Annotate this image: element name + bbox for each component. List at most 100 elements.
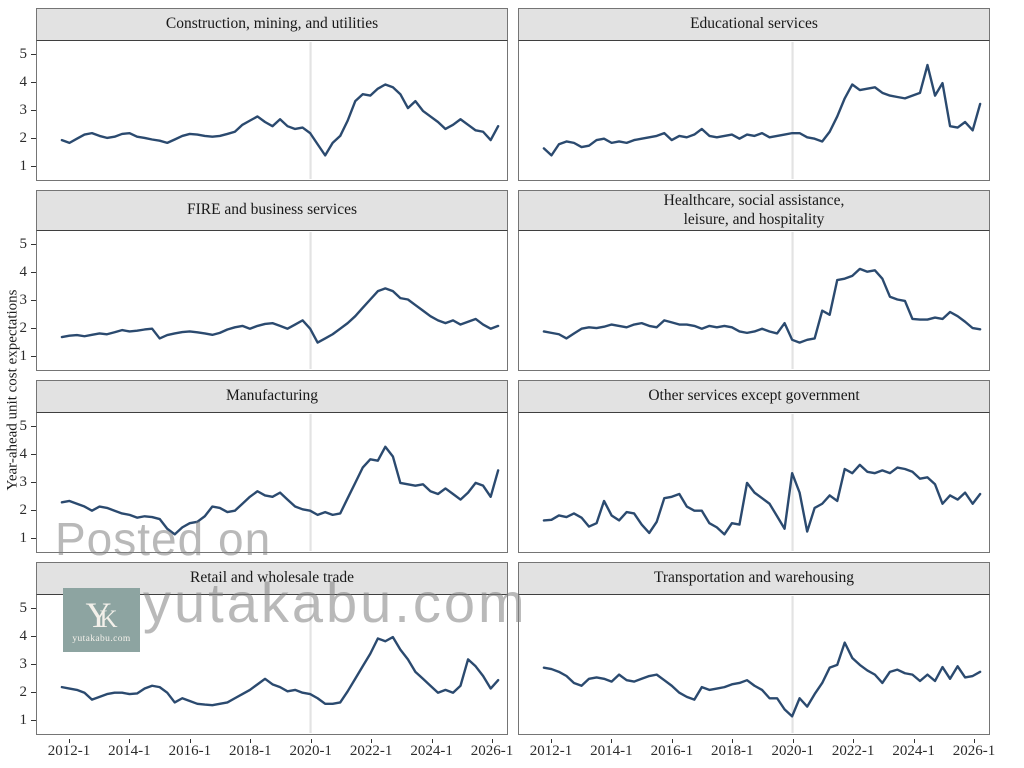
facet-fire-business-services: FIRE and business services xyxy=(36,190,508,371)
x-axis-left: 2012-1 2014-1 2016-1 2018-1 2020-1 2022-1 2024… xyxy=(36,739,513,765)
line-chart xyxy=(60,41,500,180)
y-tick-mark xyxy=(31,426,36,427)
x-tick-mark xyxy=(129,739,131,743)
facet-title: Construction, mining, and utilities xyxy=(165,15,379,33)
facet-plot xyxy=(36,41,508,181)
y-tick-mark xyxy=(31,664,36,665)
y-axis-gutter: 5 4 3 2 1 xyxy=(0,190,36,371)
line-chart xyxy=(60,595,500,734)
y-tick-label: 3 xyxy=(19,102,28,118)
y-tick-label: 4 xyxy=(19,74,28,90)
x-tick-mark xyxy=(671,739,673,743)
logo-caption: yutakabu.com xyxy=(72,633,131,644)
y-tick-label: 5 xyxy=(19,418,28,434)
facet-manufacturing: Manufacturing xyxy=(36,380,508,553)
facet-plot xyxy=(36,413,508,553)
watermark-posted-on: Posted on xyxy=(55,513,272,565)
y-tick-label: 2 xyxy=(19,130,28,146)
y-tick-label: 1 xyxy=(19,348,28,364)
y-tick-mark xyxy=(31,482,36,483)
facet-educational-services: Educational services xyxy=(518,8,990,181)
x-axis-row: 2012-1 2014-1 2016-1 2018-1 2020-1 2022-1 2024… xyxy=(36,739,995,765)
y-tick-label: 2 xyxy=(19,502,28,518)
facet-row-4: 5 4 3 2 1 Retail and wholesale trade Transpo… xyxy=(0,562,990,735)
x-tick-label: 2020-1 xyxy=(771,743,814,759)
facet-strip: FIRE and business services xyxy=(36,190,508,231)
y-tick-mark xyxy=(31,510,36,511)
y-tick-label: 1 xyxy=(19,158,28,174)
data-series-line xyxy=(60,635,500,707)
x-tick-mark xyxy=(250,739,252,743)
y-axis-gutter: 5 4 3 2 1 xyxy=(0,562,36,735)
facet-strip: Retail and wholesale trade xyxy=(36,562,508,595)
y-tick-mark xyxy=(31,328,36,329)
facet-title: Transportation and warehousing xyxy=(653,569,855,587)
x-axis-right: 2012-1 2014-1 2016-1 2018-1 2020-1 2022-1 2024… xyxy=(518,739,995,765)
y-tick-mark xyxy=(31,300,36,301)
y-tick-mark xyxy=(31,138,36,139)
x-tick-mark xyxy=(974,739,975,743)
y-tick-label: 3 xyxy=(19,474,28,490)
x-tick-label: 2024-1 xyxy=(892,743,935,759)
logo-monogram: YK xyxy=(85,594,118,635)
facet-strip: Manufacturing xyxy=(36,380,508,413)
data-series-line xyxy=(542,641,982,718)
x-tick-label: 2018-1 xyxy=(711,743,754,759)
y-tick-mark xyxy=(31,110,36,111)
y-tick-label: 5 xyxy=(19,236,28,252)
facet-title: Other services except government xyxy=(648,387,860,405)
y-tick-label: 1 xyxy=(19,712,28,728)
facet-strip: Educational services xyxy=(518,8,990,41)
y-axis-gutter: 5 4 3 2 1 xyxy=(0,380,36,553)
y-tick-label: 4 xyxy=(19,628,28,644)
y-tick-mark xyxy=(31,244,36,245)
data-series-line xyxy=(60,83,500,157)
x-tick-mark xyxy=(431,739,433,743)
x-tick-mark xyxy=(189,739,191,743)
line-chart xyxy=(60,231,500,370)
line-chart xyxy=(542,231,982,370)
y-tick-mark xyxy=(31,720,36,721)
facet-plot xyxy=(518,41,990,181)
x-tick-label: 2022-1 xyxy=(831,743,875,759)
x-tick-mark xyxy=(611,739,613,743)
y-tick-mark xyxy=(31,356,36,357)
facet-transportation-warehousing: Transportation and warehousing xyxy=(518,562,990,735)
x-tick-label: 2014-1 xyxy=(590,743,633,759)
x-tick-label: 2014-1 xyxy=(108,743,151,759)
x-tick-mark xyxy=(69,739,70,743)
line-chart xyxy=(542,41,982,180)
x-tick-mark xyxy=(371,739,373,743)
data-series-line xyxy=(60,287,500,344)
facet-strip: Healthcare, social assistance, leisure, … xyxy=(518,190,990,231)
x-tick-mark xyxy=(492,739,493,743)
y-tick-label: 4 xyxy=(19,446,28,462)
x-tick-mark xyxy=(853,739,855,743)
y-tick-mark xyxy=(31,54,36,55)
y-tick-label: 2 xyxy=(19,320,28,336)
facet-title: Retail and wholesale trade xyxy=(190,569,354,587)
x-tick-label: 2022-1 xyxy=(349,743,393,759)
x-tick-label: 2012-1 xyxy=(47,743,91,759)
data-series-line xyxy=(542,463,982,536)
watermark-site-text: yutakabu.com xyxy=(143,571,528,634)
x-tick-label: 2024-1 xyxy=(410,743,453,759)
data-series-line xyxy=(542,63,982,157)
x-tick-label: 2020-1 xyxy=(289,743,332,759)
x-tick-mark xyxy=(551,739,552,743)
facet-strip: Construction, mining, and utilities xyxy=(36,8,508,41)
line-chart xyxy=(542,413,982,552)
y-tick-mark xyxy=(31,538,36,539)
facet-plot xyxy=(518,231,990,371)
facet-healthcare-leisure-hospitality: Healthcare, social assistance, leisure, … xyxy=(518,190,990,371)
x-tick-label: 2026-1 xyxy=(470,743,514,759)
y-tick-mark xyxy=(31,272,36,273)
data-series-line xyxy=(542,267,982,344)
x-tick-label: 2016-1 xyxy=(650,743,694,759)
x-tick-label: 2018-1 xyxy=(229,743,272,759)
y-tick-mark xyxy=(31,608,36,609)
x-tick-label: 2016-1 xyxy=(168,743,212,759)
facet-strip: Other services except government xyxy=(518,380,990,413)
y-tick-label: 1 xyxy=(19,530,28,546)
